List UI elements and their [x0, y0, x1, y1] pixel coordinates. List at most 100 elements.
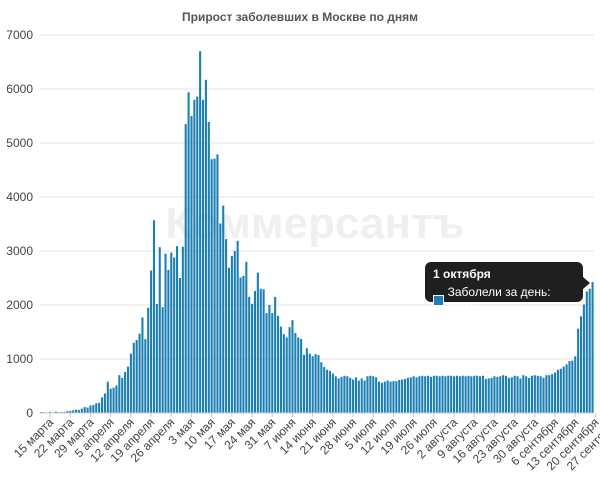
- bar: [326, 369, 329, 413]
- bar: [118, 375, 121, 413]
- bar: [193, 99, 196, 414]
- bar: [69, 410, 72, 413]
- bar: [265, 313, 268, 413]
- bar: [251, 303, 254, 413]
- bar: [83, 407, 86, 413]
- bar: [484, 378, 487, 413]
- bar: [242, 275, 245, 413]
- bar: [167, 269, 170, 413]
- bar: [398, 380, 401, 413]
- bar: [418, 376, 421, 413]
- bar: [98, 402, 101, 413]
- bar: [124, 371, 127, 413]
- bar: [516, 376, 519, 413]
- bar: [271, 313, 274, 413]
- y-tick-label: 2000: [6, 298, 33, 312]
- bar: [75, 409, 78, 413]
- bar: [115, 385, 118, 413]
- bar: [291, 320, 294, 413]
- bar: [80, 408, 83, 413]
- bar: [176, 246, 179, 413]
- bar: [427, 375, 430, 413]
- bar: [360, 378, 363, 413]
- bar: [401, 379, 404, 413]
- bar: [106, 381, 109, 413]
- tooltip-row: Заболели за день: 2424: [433, 284, 575, 316]
- bar: [528, 377, 531, 413]
- bar: [490, 377, 493, 413]
- bar: [493, 376, 496, 413]
- bar: [412, 376, 415, 413]
- bar: [213, 158, 216, 413]
- bar: [109, 388, 112, 413]
- bar: [196, 96, 199, 413]
- bar: [444, 376, 447, 413]
- bar: [464, 376, 467, 413]
- bar: [253, 290, 256, 413]
- tooltip-pointer: [583, 277, 590, 289]
- bar: [513, 375, 516, 413]
- bar: [219, 223, 222, 413]
- bar: [525, 376, 528, 413]
- bar: [112, 387, 115, 413]
- bar: [317, 355, 320, 413]
- bar: [225, 239, 228, 413]
- bar: [551, 374, 554, 413]
- y-tick-label: 6000: [6, 82, 33, 96]
- bar: [542, 377, 545, 413]
- bar: [155, 303, 158, 413]
- bar: [201, 99, 205, 414]
- bar: [181, 246, 184, 413]
- bar: [579, 316, 583, 413]
- bar: [204, 79, 207, 413]
- bar: [473, 375, 476, 413]
- bar: [340, 376, 343, 413]
- bar: [450, 375, 453, 413]
- bar: [129, 353, 132, 413]
- bar: [54, 411, 57, 413]
- bar: [72, 410, 75, 413]
- bar: [502, 375, 505, 413]
- bar: [574, 356, 577, 413]
- bar: [487, 378, 490, 413]
- bar: [369, 375, 372, 413]
- bar: [190, 116, 193, 413]
- bar: [582, 304, 585, 413]
- y-axis: 0 1000 2000 3000 4000 5000 6000 7000: [6, 28, 33, 420]
- bar: [268, 305, 271, 413]
- bar: [101, 397, 104, 413]
- bar: [282, 334, 285, 413]
- bar: [66, 411, 69, 413]
- gridlines: [40, 34, 594, 360]
- bar: [591, 282, 594, 413]
- bar: [222, 205, 225, 413]
- bar: [152, 220, 156, 413]
- bar: [522, 375, 525, 413]
- bar: [323, 367, 326, 413]
- bar: [314, 354, 317, 413]
- tooltip-value: Заболели за день: 2424: [447, 285, 551, 315]
- tooltip-date: 1 октября: [433, 267, 491, 281]
- bar: [409, 377, 412, 413]
- bar: [432, 375, 435, 413]
- chart-title: Прирост заболевших в Москве по дням: [182, 10, 418, 24]
- bar: [230, 255, 233, 413]
- bar: [406, 377, 409, 413]
- bar: [239, 277, 242, 413]
- bar: [455, 375, 458, 413]
- bar: [429, 376, 433, 413]
- bar: [380, 382, 383, 413]
- bar: [178, 278, 181, 413]
- bar: [132, 342, 135, 413]
- bar: [386, 380, 389, 413]
- y-tick-label: 7000: [6, 28, 33, 42]
- bar: [170, 252, 173, 413]
- bar: [481, 375, 484, 413]
- bar: [262, 289, 265, 413]
- bar: [334, 376, 337, 413]
- bar: [173, 257, 176, 413]
- bar: [288, 327, 291, 413]
- bar: [308, 353, 311, 413]
- bar: [285, 337, 288, 413]
- bar: [458, 376, 461, 413]
